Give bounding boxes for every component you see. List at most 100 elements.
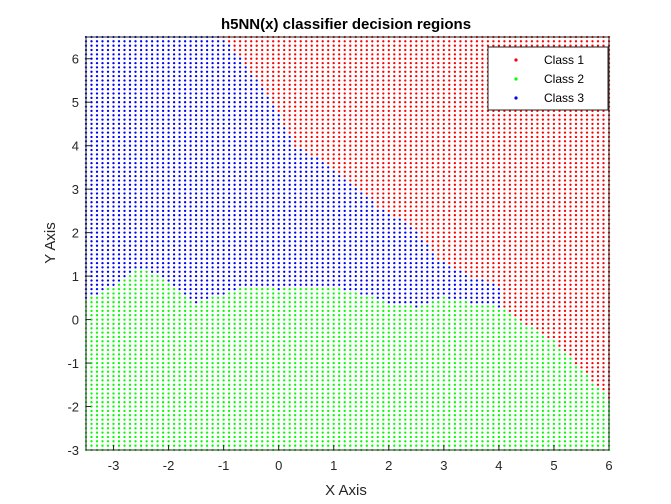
region-point: [134, 179, 137, 182]
region-point: [95, 340, 99, 343]
region-point: [255, 318, 258, 321]
region-point: [172, 266, 176, 269]
region-point: [365, 127, 368, 130]
region-point: [90, 179, 93, 182]
region-point: [128, 409, 132, 413]
region-point: [205, 48, 209, 52]
region-point: [321, 209, 324, 213]
region-point: [349, 322, 352, 326]
region-point: [106, 331, 110, 334]
region-point: [205, 166, 209, 169]
region-point: [233, 70, 236, 73]
region-point: [360, 83, 363, 86]
region-point: [101, 266, 104, 269]
region-point: [332, 127, 335, 130]
region-point: [283, 409, 286, 413]
region-point: [95, 287, 99, 291]
region-point: [250, 344, 253, 347]
region-point: [272, 383, 275, 386]
region-point: [349, 414, 352, 417]
region-point: [266, 48, 269, 52]
region-point: [266, 101, 269, 104]
region-point: [310, 101, 313, 104]
region-point: [194, 266, 198, 269]
region-point: [194, 261, 198, 265]
region-point: [261, 92, 264, 95]
region-point: [332, 153, 335, 156]
region-point: [183, 231, 187, 234]
region-point: [305, 344, 308, 347]
region-point: [106, 161, 110, 165]
region-point: [156, 227, 159, 230]
region-point: [117, 401, 121, 404]
region-point: [365, 396, 368, 399]
region-point: [272, 170, 275, 173]
region-point: [277, 205, 280, 208]
region-point: [332, 183, 335, 186]
region-point: [205, 305, 209, 308]
region-point: [194, 444, 198, 447]
region-point: [161, 327, 165, 330]
region-point: [277, 105, 280, 108]
region-point: [266, 414, 269, 417]
region-point: [172, 405, 176, 408]
region-point: [332, 231, 335, 234]
region-point: [161, 131, 165, 134]
region-point: [145, 335, 148, 339]
region-point: [310, 48, 313, 52]
region-point: [244, 218, 247, 221]
region-point: [189, 431, 192, 434]
region-point: [233, 366, 236, 369]
region-point: [294, 192, 297, 195]
region-point: [161, 222, 165, 226]
region-point: [90, 161, 93, 165]
region-point: [332, 166, 335, 169]
region-point: [250, 240, 253, 243]
region-point: [106, 83, 110, 86]
region-point: [316, 383, 319, 386]
region-point: [250, 183, 253, 186]
region-point: [200, 166, 203, 169]
region-point: [343, 122, 346, 126]
region-point: [139, 283, 143, 286]
region-point: [349, 127, 352, 130]
region-point: [134, 61, 137, 65]
region-point: [310, 231, 313, 234]
region-point: [349, 427, 352, 430]
region-point: [161, 348, 165, 352]
region-point: [277, 292, 280, 295]
region-point: [189, 266, 192, 269]
region-point: [283, 387, 286, 391]
region-point: [349, 409, 352, 413]
region-point: [211, 296, 214, 299]
region-point: [156, 240, 159, 243]
region-point: [310, 270, 313, 273]
region-point: [178, 201, 181, 204]
region-point: [327, 44, 330, 47]
region-point: [134, 387, 137, 391]
region-point: [244, 331, 247, 334]
region-point: [194, 209, 198, 213]
region-point: [294, 322, 297, 326]
region-point: [354, 305, 357, 308]
region-point: [161, 418, 165, 421]
region-point: [167, 157, 170, 160]
region-point: [272, 188, 275, 191]
region-point: [283, 127, 286, 130]
region-point: [283, 40, 286, 43]
region-point: [266, 374, 269, 378]
region-point: [145, 70, 148, 73]
region-point: [360, 244, 363, 247]
region-point: [139, 440, 143, 443]
region-point: [172, 335, 176, 339]
region-point: [106, 227, 110, 230]
region-point: [211, 348, 214, 352]
region-point: [250, 157, 253, 160]
region-point: [189, 222, 192, 226]
region-point: [244, 214, 247, 217]
region-point: [261, 405, 264, 408]
region-point: [112, 101, 115, 104]
region-point: [101, 140, 104, 143]
region-point: [349, 66, 352, 69]
region-point: [101, 405, 104, 408]
